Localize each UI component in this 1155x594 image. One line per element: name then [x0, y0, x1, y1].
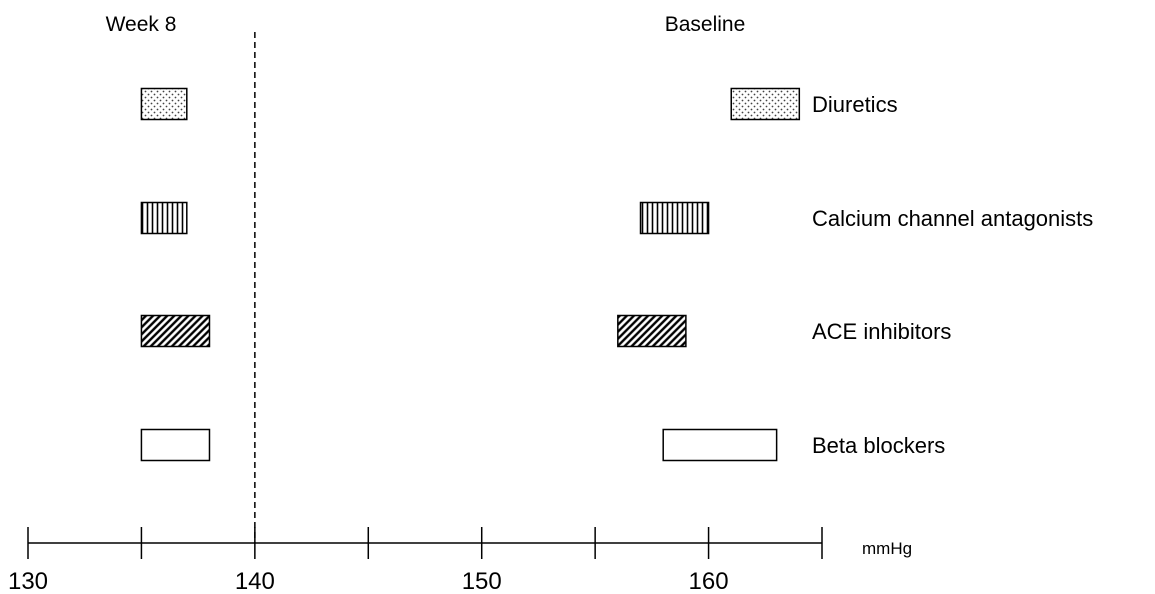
bar-baseline-beta-blockers	[662, 428, 778, 462]
bar-week8-diuretics	[140, 87, 188, 121]
bar-baseline-diuretics	[730, 87, 801, 121]
category-labels-group: Diuretics Calcium channel antagonists ACE …	[812, 92, 1093, 458]
bar-week8-calcium-channel-antagonists	[140, 201, 188, 235]
x-tick-label-140: 140	[235, 568, 275, 594]
category-label-beta-blockers: Beta blockers	[812, 433, 945, 458]
x-tick-label-160: 160	[689, 568, 729, 594]
category-label-diuretics: Diuretics	[812, 92, 898, 117]
x-axis-ticks-group	[27, 527, 823, 559]
bar-baseline-calcium-channel-antagonists	[639, 201, 710, 235]
x-tick-label-130: 130	[8, 568, 48, 594]
category-label-calcium-channel-antagonists: Calcium channel antagonists	[812, 206, 1093, 231]
x-axis-tick-labels-group: 130 140 150 160	[8, 568, 729, 594]
x-axis-unit-label: mmHg	[862, 539, 912, 558]
bar-week8-beta-blockers	[140, 428, 211, 462]
bar-week8-ace-inhibitors	[140, 314, 211, 348]
week8-group-label: Week 8	[106, 13, 177, 36]
bar-baseline-ace-inhibitors	[617, 314, 687, 348]
bars-group	[140, 87, 801, 462]
category-label-ace-inhibitors: ACE inhibitors	[812, 319, 951, 344]
x-tick-label-150: 150	[462, 568, 502, 594]
baseline-group-label: Baseline	[665, 13, 746, 36]
